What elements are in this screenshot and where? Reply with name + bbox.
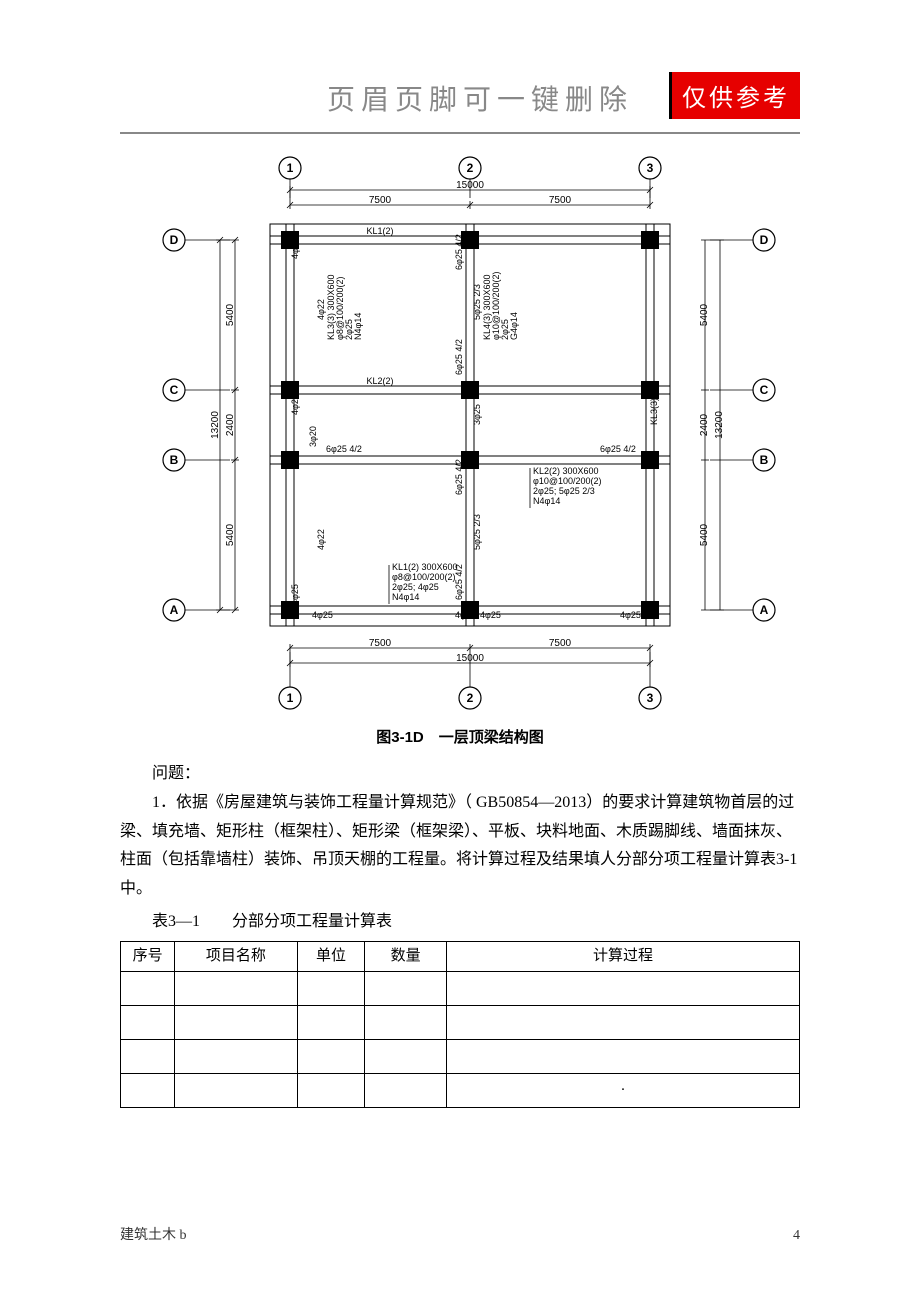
beam-structure-diagram: 1 2 3 1 2 3 D C B A D C B A 15000 7500 7…	[130, 150, 790, 710]
page-number: 4	[793, 1228, 800, 1244]
kl2-spec: KL2(2) 300X600 φ10@100/200(2) 2φ25; 5φ25…	[530, 466, 602, 508]
grid-D-left: D	[170, 233, 179, 247]
svg-text:N4φ14: N4φ14	[533, 496, 560, 506]
svg-text:7500: 7500	[549, 638, 572, 649]
th-unit: 单位	[297, 941, 365, 971]
svg-text:2: 2	[467, 691, 474, 705]
svg-text:5400: 5400	[225, 523, 236, 546]
svg-text:6φ25 4/2: 6φ25 4/2	[454, 339, 464, 375]
svg-text:G4φ14: G4φ14	[509, 312, 519, 340]
svg-text:15000: 15000	[456, 653, 484, 664]
th-seq: 序号	[121, 941, 175, 971]
table-header-row: 序号 项目名称 单位 数量 计算过程	[121, 941, 800, 971]
table-row	[121, 1039, 800, 1073]
beam-kl1-top: KL1(2)	[366, 226, 393, 236]
th-item: 项目名称	[175, 941, 297, 971]
grid-1-top: 1	[287, 161, 294, 175]
svg-text:4φ25: 4φ25	[620, 610, 641, 620]
table-row: ·	[121, 1073, 800, 1107]
reference-badge: 仅供参考	[669, 72, 800, 119]
svg-text:4φ25: 4φ25	[290, 394, 300, 415]
svg-text:4φ22: 4φ22	[316, 529, 326, 550]
table-row	[121, 1005, 800, 1039]
question-label: 问题：	[120, 760, 800, 789]
beam-kl2-mid: KL2(2)	[366, 376, 393, 386]
header-title: 页眉页脚可一键删除	[240, 78, 720, 118]
svg-text:13200: 13200	[714, 411, 725, 439]
grid-2-top: 2	[467, 161, 474, 175]
svg-text:1: 1	[287, 691, 294, 705]
svg-text:3φ25: 3φ25	[472, 404, 482, 425]
svg-text:6φ25 4/2: 6φ25 4/2	[454, 234, 464, 270]
table-caption: 表3—1 分部分项工程量计算表	[152, 908, 800, 937]
svg-text:6φ25 4/2: 6φ25 4/2	[454, 459, 464, 495]
svg-text:5φ25 2/3: 5φ25 2/3	[472, 284, 482, 320]
kl3-spec: KL3(3) 300X600 φ8@100/200(2) 2φ25 N4φ14	[326, 274, 363, 340]
svg-text:φ10@100/200(2): φ10@100/200(2)	[533, 476, 602, 486]
svg-text:KL1(2) 300X600: KL1(2) 300X600	[392, 562, 458, 572]
th-qty: 数量	[365, 941, 446, 971]
svg-text:A: A	[170, 603, 179, 617]
svg-text:B: B	[170, 453, 179, 467]
svg-text:N4φ14: N4φ14	[392, 592, 419, 602]
svg-text:4φ22: 4φ22	[316, 299, 326, 320]
svg-text:4φ25: 4φ25	[290, 238, 300, 259]
svg-text:5400: 5400	[699, 303, 710, 326]
svg-text:2φ25; 4φ25: 2φ25; 4φ25	[392, 582, 439, 592]
footer-left: 建筑土木 b	[120, 1224, 187, 1244]
dim-left-total: 13200	[210, 411, 221, 439]
th-calc: 计算过程	[446, 941, 799, 971]
svg-text:4φ25: 4φ25	[480, 610, 501, 620]
svg-text:4φ25: 4φ25	[290, 584, 300, 605]
question-1: 1．依据《房屋建筑与装饰工程量计算规范》（ GB50854—2013）的要求计算…	[120, 789, 800, 904]
svg-text:2400: 2400	[225, 413, 236, 436]
figure-caption: 图3-1D 一层顶梁结构图	[0, 726, 920, 747]
svg-text:N4φ14: N4φ14	[353, 313, 363, 340]
svg-text:A: A	[760, 603, 769, 617]
table-row	[121, 971, 800, 1005]
grid-3-top: 3	[647, 161, 654, 175]
svg-text:φ8@100/200(2): φ8@100/200(2)	[392, 572, 456, 582]
svg-text:D: D	[760, 233, 769, 247]
svg-text:KL2(2) 300X600: KL2(2) 300X600	[533, 466, 599, 476]
svg-text:2φ25; 5φ25 2/3: 2φ25; 5φ25 2/3	[533, 486, 595, 496]
svg-text:7500: 7500	[549, 195, 572, 206]
svg-text:6φ25 4/2: 6φ25 4/2	[326, 444, 362, 454]
page-header: 页眉页脚可一键删除 仅供参考	[120, 78, 800, 134]
svg-text:4φ25: 4φ25	[455, 610, 476, 620]
svg-text:3φ20: 3φ20	[308, 426, 318, 447]
svg-text:C: C	[760, 383, 769, 397]
svg-text:2400: 2400	[699, 413, 710, 436]
header-rule	[120, 132, 800, 134]
svg-text:6φ25 4/2: 6φ25 4/2	[600, 444, 636, 454]
beam-kl3: KL3(3)	[649, 398, 659, 425]
svg-text:7500: 7500	[369, 195, 392, 206]
kl4-spec: KL4(3) 300X600 φ10@100/200(2) 2φ25 G4φ14	[482, 271, 519, 340]
quantity-table: 序号 项目名称 单位 数量 计算过程 ·	[120, 941, 800, 1108]
svg-text:7500: 7500	[369, 638, 392, 649]
svg-text:5φ25 2/3: 5φ25 2/3	[472, 514, 482, 550]
svg-text:5400: 5400	[225, 303, 236, 326]
svg-text:C: C	[170, 383, 179, 397]
kl1-spec: KL1(2) 300X600 φ8@100/200(2) 2φ25; 4φ25 …	[389, 562, 458, 604]
svg-text:4φ25: 4φ25	[312, 610, 333, 620]
svg-text:3: 3	[647, 691, 654, 705]
dim-top-total: 15000	[456, 180, 484, 191]
body-content: 问题： 1．依据《房屋建筑与装饰工程量计算规范》（ GB50854—2013）的…	[120, 760, 800, 1108]
svg-text:5400: 5400	[699, 523, 710, 546]
svg-text:B: B	[760, 453, 769, 467]
